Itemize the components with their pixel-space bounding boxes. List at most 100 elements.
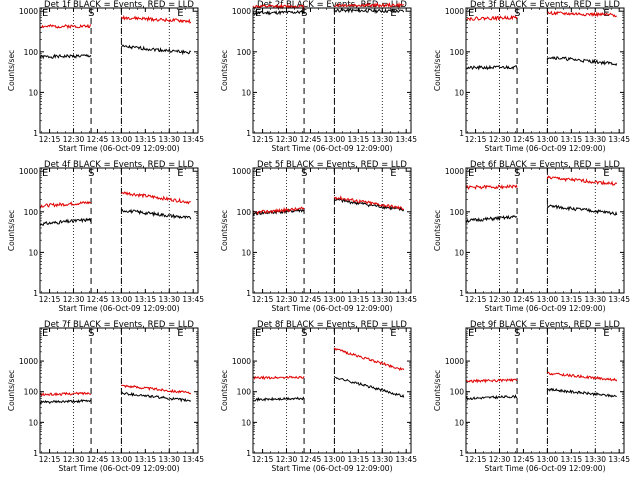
plot-frame: [465, 167, 625, 294]
x-tick-label: 13:00: [324, 135, 346, 144]
x-tick-label: 13:00: [537, 135, 559, 144]
plot-title: Det 2f BLACK = Events, RED = LLD: [257, 0, 407, 10]
marker-label-0: E: [255, 328, 261, 339]
x-tick-label: 12:45: [513, 135, 535, 144]
marker-label-0: E: [42, 168, 48, 179]
x-tick-label: 12:15: [39, 295, 61, 304]
x-tick-label: 13:00: [111, 135, 133, 144]
x-tick-label: 13:15: [348, 295, 370, 304]
y-tick-label: 1000: [19, 357, 38, 366]
series-events-line: [465, 393, 518, 401]
plot-frame: [39, 167, 199, 294]
series-lld-line: [465, 14, 518, 22]
x-tick-label: 12:45: [300, 295, 322, 304]
x-tick-label: 13:00: [111, 295, 133, 304]
y-tick-label: 100: [237, 208, 252, 217]
marker-label-2: E: [390, 168, 396, 179]
marker-label-1: S: [301, 328, 307, 339]
y-tick-label: 1000: [232, 357, 251, 366]
x-tick-label: 12:30: [63, 135, 85, 144]
x-tick-label: 12:45: [300, 135, 322, 144]
series-events-line: [334, 376, 405, 398]
x-tick-label: 12:15: [465, 295, 487, 304]
marker-label-1: S: [88, 168, 94, 179]
plot-title: Det 3f BLACK = Events, RED = LLD: [470, 0, 620, 10]
x-tick-label: 12:15: [252, 135, 274, 144]
x-tick-label: 13:45: [608, 455, 630, 464]
plot-frame: [465, 327, 625, 454]
marker-label-0: E: [42, 328, 48, 339]
marker-label-1: S: [88, 8, 94, 19]
series-events-line: [121, 44, 192, 56]
x-tick-label: 13:15: [135, 455, 157, 464]
x-axis-label: Start Time (06-Oct-09 12:09:00): [484, 144, 605, 153]
y-tick-label: 10: [241, 88, 251, 97]
marker-label-1: S: [514, 168, 520, 179]
x-tick-label: 13:45: [182, 295, 204, 304]
x-tick-label: 13:30: [371, 455, 393, 464]
series-events-line: [547, 387, 617, 398]
y-tick-label: 10: [241, 248, 251, 257]
plot-title: Det 5f BLACK = Events, RED = LLD: [257, 160, 407, 170]
series-events-line: [39, 53, 92, 60]
marker-label-2: E: [390, 8, 396, 19]
y-tick-label: 100: [237, 388, 252, 397]
x-tick-label: 12:45: [87, 295, 109, 304]
x-tick-label: 12:15: [39, 455, 61, 464]
y-tick-label: 1000: [445, 357, 464, 366]
x-tick-label: 13:45: [395, 135, 417, 144]
x-axis-label: Start Time (06-Oct-09 12:09:00): [271, 464, 392, 473]
x-axis-label: Start Time (06-Oct-09 12:09:00): [58, 464, 179, 473]
series-lld-line: [334, 1, 405, 9]
marker-label-0: E: [468, 8, 474, 19]
plot-frame: [465, 7, 625, 134]
marker-label-0: E: [255, 168, 261, 179]
y-tick-label: 1000: [445, 167, 464, 176]
series-lld-line: [465, 184, 518, 191]
series-lld-line: [252, 206, 305, 216]
x-tick-label: 13:00: [324, 455, 346, 464]
x-tick-label: 12:15: [252, 455, 274, 464]
y-tick-label: 1000: [232, 167, 251, 176]
marker-label-2: E: [177, 328, 183, 339]
series-events-line: [253, 396, 305, 403]
y-tick-label: 1: [246, 289, 251, 298]
x-tick-label: 13:15: [348, 135, 370, 144]
x-tick-label: 12:30: [276, 295, 298, 304]
series-lld-line: [121, 14, 192, 24]
y-tick-label: 10: [454, 418, 464, 427]
series-events-line: [39, 398, 92, 405]
series-lld-line: [121, 384, 192, 395]
marker-label-2: E: [603, 168, 609, 179]
y-axis-label: Counts/sec: [433, 370, 442, 411]
x-tick-label: 13:30: [158, 295, 180, 304]
x-tick-label: 13:45: [395, 295, 417, 304]
x-tick-label: 13:45: [182, 455, 204, 464]
marker-label-2: E: [390, 328, 396, 339]
marker-label-2: E: [177, 168, 183, 179]
y-axis-label: Counts/sec: [433, 50, 442, 91]
series-lld-line: [333, 195, 405, 211]
x-tick-label: 12:45: [87, 135, 109, 144]
y-tick-label: 1: [459, 129, 464, 138]
x-tick-label: 12:30: [63, 455, 85, 464]
series-events-line: [121, 208, 192, 220]
x-tick-label: 12:30: [276, 455, 298, 464]
marker-label-1: S: [514, 8, 520, 19]
series-lld-line: [465, 378, 518, 384]
y-tick-label: 1000: [19, 7, 38, 16]
y-axis-label: Counts/sec: [220, 210, 229, 251]
y-tick-label: 100: [24, 388, 39, 397]
y-tick-label: 10: [28, 248, 38, 257]
series-events-line: [333, 7, 405, 15]
x-axis-label: Start Time (06-Oct-09 12:09:00): [271, 304, 392, 313]
y-axis-label: Counts/sec: [220, 370, 229, 411]
y-tick-label: 10: [454, 248, 464, 257]
y-tick-label: 10: [241, 418, 251, 427]
y-tick-label: 1000: [445, 7, 464, 16]
